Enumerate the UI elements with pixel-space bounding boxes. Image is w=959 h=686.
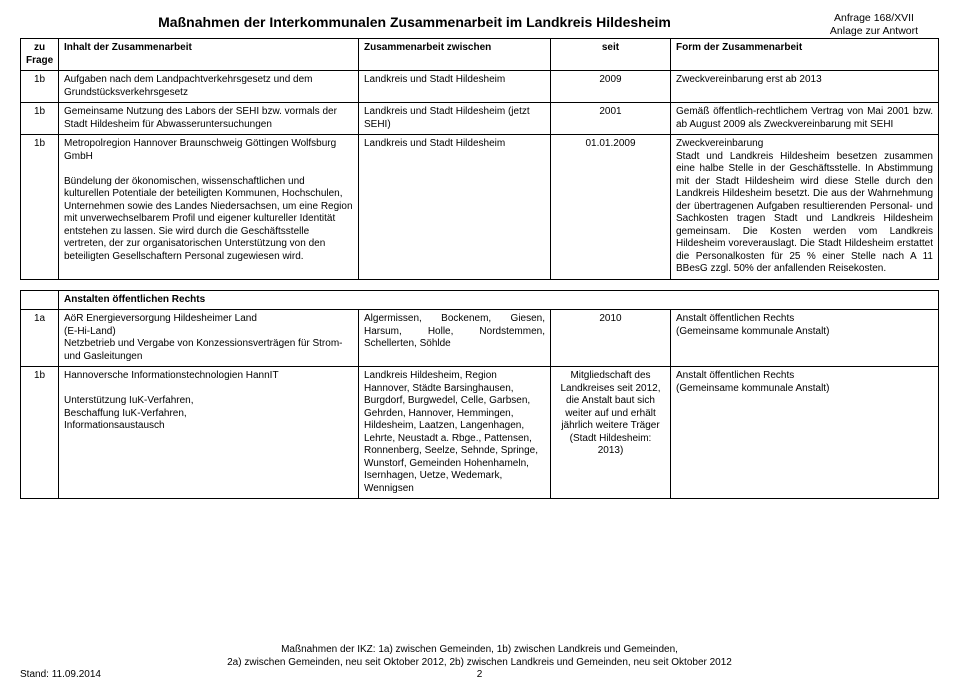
cell-form-p1: Zweckvereinbarung xyxy=(676,138,763,149)
footer-line2: 2a) zwischen Gemeinden, neu seit Oktober… xyxy=(227,657,732,668)
col-seit: seit xyxy=(551,39,671,71)
col-frage: zu Frage xyxy=(21,39,59,71)
cell-frage: 1b xyxy=(21,71,59,103)
cell-zwischen: Landkreis und Stadt Hildesheim (jetzt SE… xyxy=(359,103,551,135)
table-row: 1b Hannoversche Informationstechnologien… xyxy=(21,367,939,499)
cell-frage: 1a xyxy=(21,310,59,367)
section-heading: Anstalten öffentlichen Rechts xyxy=(59,290,939,310)
cell-empty xyxy=(21,290,59,310)
cell-form: Anstalt öffentlichen Rechts (Gemeinsame … xyxy=(671,367,939,499)
cell-zwischen: Landkreis und Stadt Hildesheim xyxy=(359,71,551,103)
page-header: Maßnahmen der Interkommunalen Zusammenar… xyxy=(20,12,939,38)
table-section-1: zu Frage Inhalt der Zusammenarbeit Zusam… xyxy=(20,38,939,280)
cell-inhalt: AöR Energieversorgung Hildesheimer Land … xyxy=(59,310,359,367)
cell-form: Zweckvereinbarung erst ab 2013 xyxy=(671,71,939,103)
cell-frage: 1b xyxy=(21,103,59,135)
cell-inhalt-p2: Unterstützung IuK-Verfahren, Beschaffung… xyxy=(64,395,194,431)
footer-page-number: 2 xyxy=(0,669,959,680)
section-heading-row: Anstalten öffentlichen Rechts xyxy=(21,290,939,310)
col-zwischen: Zusammenarbeit zwischen xyxy=(359,39,551,71)
cell-seit: Mitgliedschaft des Landkreises seit 2012… xyxy=(551,367,671,499)
cell-form-p2: Stadt und Landkreis Hildesheim besetzen … xyxy=(676,151,933,275)
table-section-2: Anstalten öffentlichen Rechts 1a AöR Ene… xyxy=(20,290,939,500)
cell-zwischen: Landkreis Hildesheim, Region Hannover, S… xyxy=(359,367,551,499)
cell-form: Anstalt öffentlichen Rechts (Gemeinsame … xyxy=(671,310,939,367)
col-form: Form der Zusammenarbeit xyxy=(671,39,939,71)
table-row: 1a AöR Energieversorgung Hildesheimer La… xyxy=(21,310,939,367)
col-frage-frage: Frage xyxy=(26,55,53,66)
cell-inhalt-p1: Hannoversche Informationstechnologien Ha… xyxy=(64,370,279,381)
table-header-row: zu Frage Inhalt der Zusammenarbeit Zusam… xyxy=(21,39,939,71)
anfrage-line1: Anfrage 168/XVII xyxy=(834,12,914,24)
table-row: 1b Aufgaben nach dem Landpachtverkehrsge… xyxy=(21,71,939,103)
anfrage-line2: Anlage zur Antwort xyxy=(830,25,918,37)
page-title: Maßnahmen der Interkommunalen Zusammenar… xyxy=(20,12,809,30)
table-row: 1b Metropolregion Hannover Braunschweig … xyxy=(21,135,939,280)
cell-inhalt-p2: Bündelung der ökonomischen, wissenschaft… xyxy=(64,176,353,262)
cell-inhalt-p1: Metropolregion Hannover Braunschweig Göt… xyxy=(64,138,336,162)
anfrage-block: Anfrage 168/XVII Anlage zur Antwort xyxy=(809,12,939,38)
cell-frage: 1b xyxy=(21,135,59,280)
col-inhalt: Inhalt der Zusammenarbeit xyxy=(59,39,359,71)
table-row: 1b Gemeinsame Nutzung des Labors der SEH… xyxy=(21,103,939,135)
col-frage-zu: zu xyxy=(34,42,45,53)
cell-frage: 1b xyxy=(21,367,59,499)
cell-form: Gemäß öffentlich-rechtlichem Vertrag von… xyxy=(671,103,939,135)
cell-seit: 2010 xyxy=(551,310,671,367)
cell-zwischen: Landkreis und Stadt Hildesheim xyxy=(359,135,551,280)
cell-seit: 01.01.2009 xyxy=(551,135,671,280)
footer-note: Maßnahmen der IKZ: 1a) zwischen Gemeinde… xyxy=(0,644,959,669)
footer-stand: Stand: 11.09.2014 xyxy=(20,669,101,680)
cell-inhalt: Metropolregion Hannover Braunschweig Göt… xyxy=(59,135,359,280)
cell-form: Zweckvereinbarung Stadt und Landkreis Hi… xyxy=(671,135,939,280)
cell-inhalt: Hannoversche Informationstechnologien Ha… xyxy=(59,367,359,499)
cell-zwischen: Algermissen, Bockenem, Giesen, Harsum, H… xyxy=(359,310,551,367)
cell-inhalt: Gemeinsame Nutzung des Labors der SEHI b… xyxy=(59,103,359,135)
footer-line1: Maßnahmen der IKZ: 1a) zwischen Gemeinde… xyxy=(281,644,678,655)
cell-seit: 2001 xyxy=(551,103,671,135)
cell-inhalt: Aufgaben nach dem Landpachtverkehrsgeset… xyxy=(59,71,359,103)
cell-seit: 2009 xyxy=(551,71,671,103)
page-footer: Maßnahmen der IKZ: 1a) zwischen Gemeinde… xyxy=(0,644,959,680)
